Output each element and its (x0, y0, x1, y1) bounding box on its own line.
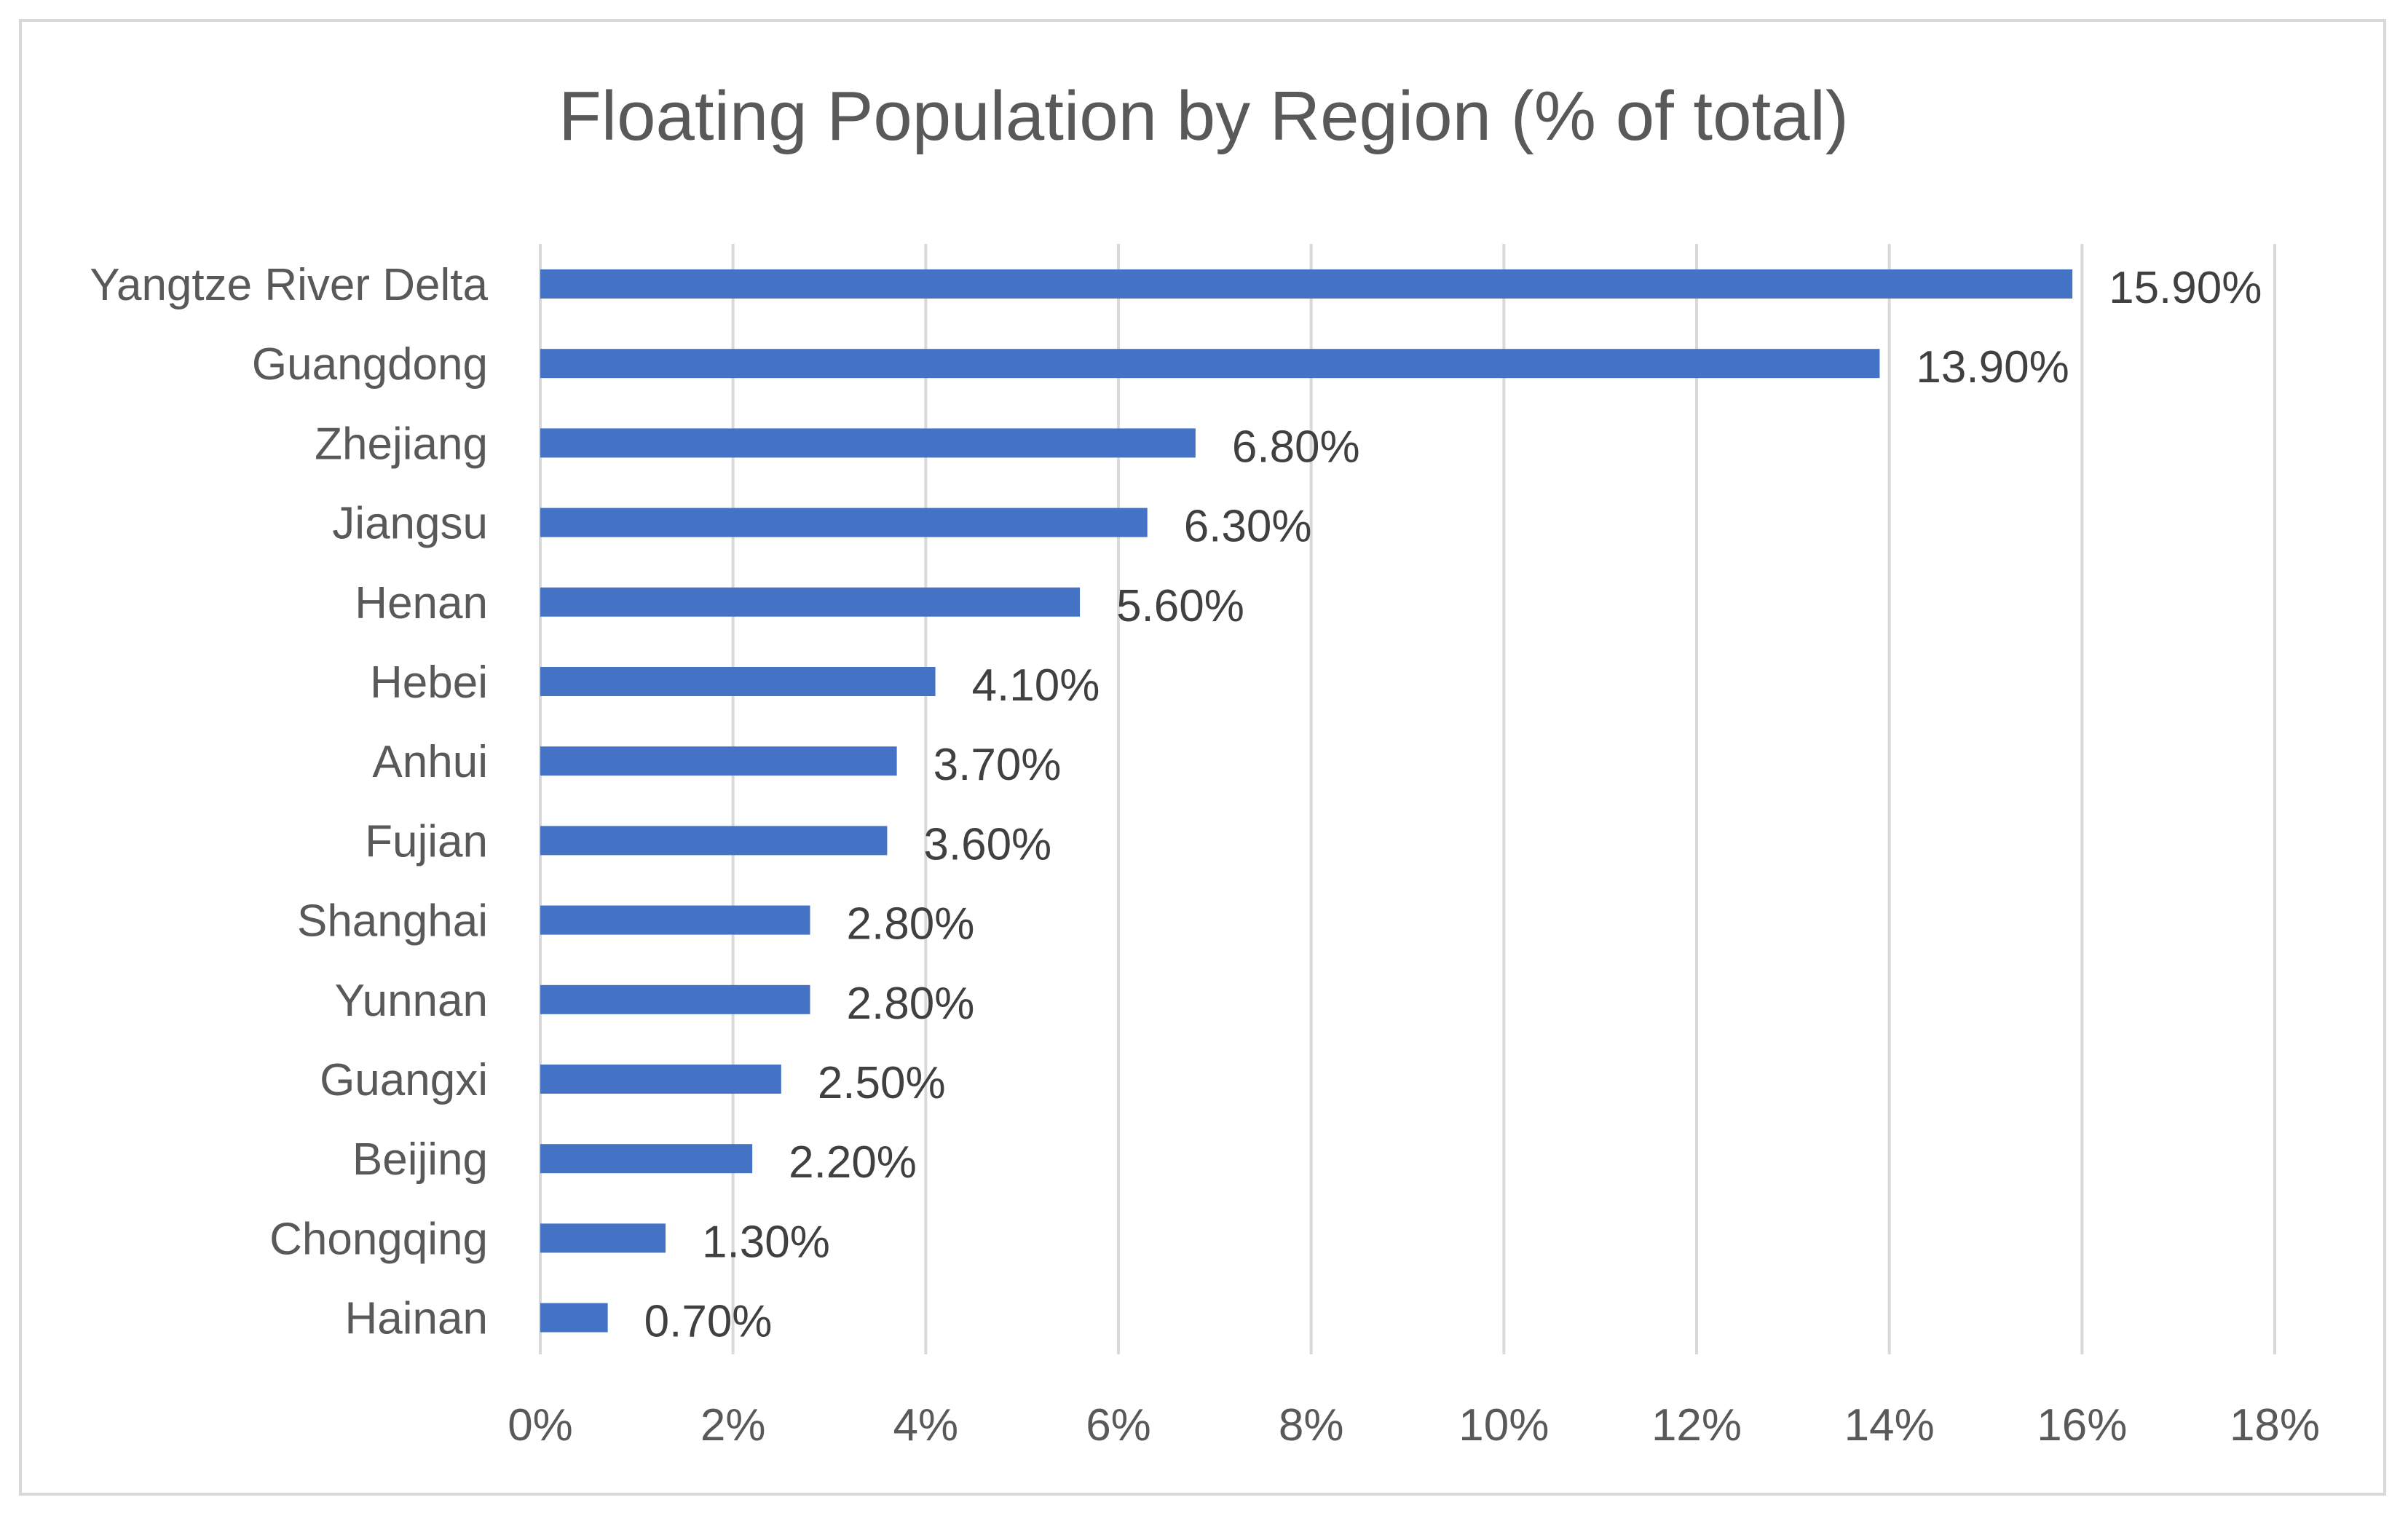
data-label: 1.30% (702, 1217, 830, 1267)
data-label: 0.70% (644, 1297, 773, 1347)
x-tick-label: 10% (1458, 1400, 1549, 1450)
bar (540, 269, 2073, 299)
x-axis-tick-labels: 0% 2% 4% 6% 8% 10% 12% 14% 16% 18% (508, 1400, 2320, 1450)
x-tick-label: 6% (1086, 1400, 1151, 1450)
x-tick-label: 16% (2037, 1400, 2127, 1450)
category-label: Guangxi (320, 1055, 488, 1105)
category-label: Zhejiang (315, 419, 488, 469)
category-label: Jiangsu (332, 499, 488, 549)
x-tick-label: 12% (1651, 1400, 1742, 1450)
x-tick-label: 0% (508, 1400, 573, 1450)
category-label: Hebei (370, 658, 488, 708)
category-label: Hainan (345, 1294, 488, 1344)
x-tick-label: 14% (1844, 1400, 1935, 1450)
category-label: Chongqing (269, 1214, 488, 1264)
bar (540, 508, 1148, 537)
data-label: 6.30% (1184, 502, 1312, 552)
bar (540, 1223, 666, 1253)
bar (540, 905, 810, 935)
data-label: 6.80% (1232, 422, 1360, 472)
data-label: 4.10% (972, 660, 1100, 711)
data-label: 2.80% (847, 979, 975, 1029)
data-label: 13.90% (1916, 342, 2069, 392)
bar (540, 984, 810, 1014)
category-label: Shanghai (297, 896, 488, 947)
bars (540, 269, 2073, 1333)
category-label: Yangtze River Delta (90, 260, 488, 310)
category-label: Beijing (352, 1134, 488, 1185)
category-label: Anhui (372, 737, 488, 787)
data-label: 2.80% (847, 899, 975, 950)
data-label: 3.60% (923, 819, 1051, 869)
bar (540, 587, 1081, 617)
data-label: 5.60% (1116, 581, 1244, 631)
category-label: Guangdong (252, 339, 488, 390)
category-labels: Yangtze River Delta Guangdong Zhejiang Jian… (90, 260, 488, 1344)
bar (540, 826, 888, 856)
chart-title: Floating Population by Region (% of tota… (558, 77, 1849, 155)
bar (540, 1303, 608, 1333)
bar (540, 349, 1880, 379)
data-label: 2.20% (789, 1137, 917, 1188)
data-label: 15.90% (2109, 263, 2262, 313)
gridlines (539, 244, 2276, 1354)
bar (540, 1065, 781, 1094)
data-label: 2.50% (818, 1058, 946, 1108)
x-tick-label: 18% (2230, 1400, 2320, 1450)
bar (540, 428, 1196, 458)
x-tick-label: 4% (893, 1400, 959, 1450)
data-labels: 15.90% 13.90% 6.80% 6.30% 5.60% 4.10% 3.70% 3.6… (644, 263, 2262, 1347)
category-label: Henan (355, 578, 488, 628)
bar (540, 667, 936, 696)
category-label: Fujian (365, 816, 488, 866)
x-tick-label: 2% (700, 1400, 766, 1450)
chart-frame (19, 19, 2386, 1496)
bar (540, 746, 897, 776)
data-label: 3.70% (933, 740, 1062, 790)
category-label: Yunnan (335, 976, 488, 1026)
bar (540, 1144, 753, 1174)
x-tick-label: 8% (1279, 1400, 1344, 1450)
